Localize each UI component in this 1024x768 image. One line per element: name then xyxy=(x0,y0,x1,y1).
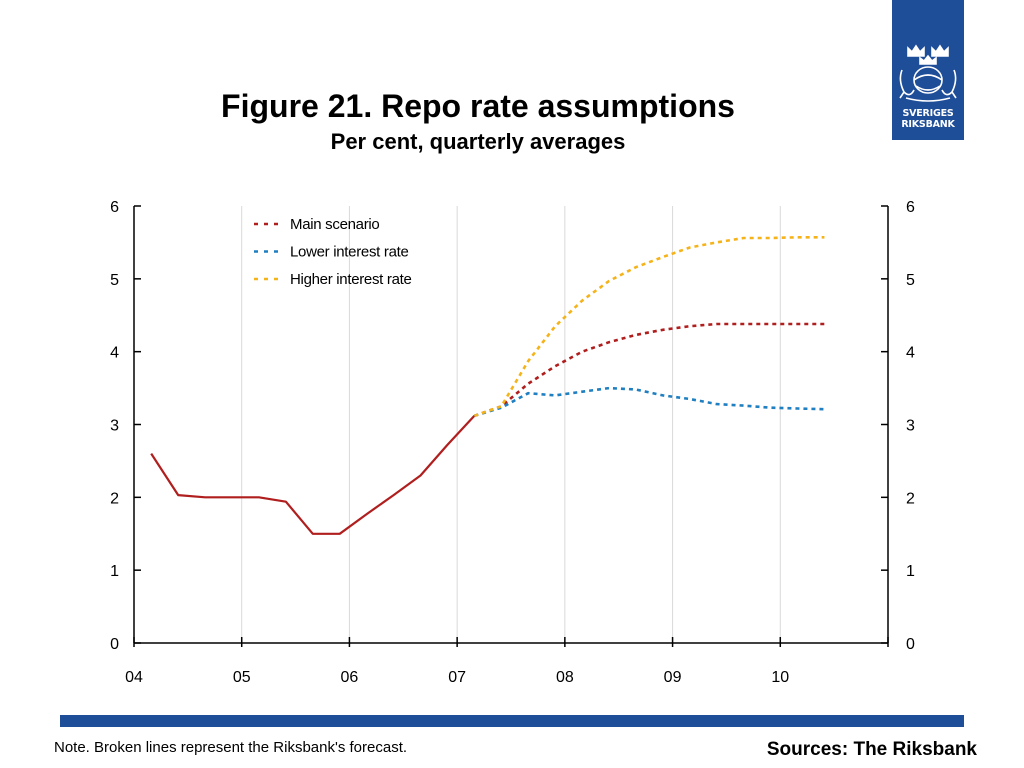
series-line-lower-interest-rate xyxy=(474,386,825,418)
y-tick-label-left: 0 xyxy=(110,636,119,653)
y-tick-label-left: 2 xyxy=(110,490,119,507)
y-tick-label-left: 4 xyxy=(110,345,119,362)
series-line-higher-interest-rate xyxy=(473,236,825,418)
y-tick-label-right: 4 xyxy=(906,345,915,362)
y-tick-label-right: 3 xyxy=(906,418,915,435)
x-tick-label: 08 xyxy=(556,669,574,686)
page-title: Figure 21. Repo rate assumptions xyxy=(221,88,735,124)
x-tick-label: 09 xyxy=(664,669,682,686)
x-tick-label: 10 xyxy=(771,669,789,686)
chart-legend: Main scenario Lower interest rate Higher i… xyxy=(254,216,412,288)
legend-label-main-scenario: Main scenario xyxy=(290,216,379,233)
page-subtitle: Per cent, quarterly averages xyxy=(330,129,626,154)
crowned-lions-icon xyxy=(899,44,957,102)
y-tick-label-right: 2 xyxy=(906,490,915,507)
legend-label-higher-interest-rate: Higher interest rate xyxy=(290,271,412,288)
footer-divider-bar xyxy=(60,715,964,727)
chart-series xyxy=(150,236,825,535)
series-line-outcome xyxy=(150,415,476,535)
x-tick-label: 05 xyxy=(233,669,251,686)
logo-line1: SVERIGES xyxy=(902,108,954,119)
y-tick-label-left: 3 xyxy=(110,418,119,435)
y-tick-label-right: 5 xyxy=(906,272,915,289)
logo-wordmark: SVERIGES RIKSBANK xyxy=(892,108,964,130)
x-tick-label: 07 xyxy=(448,669,466,686)
footnote: Note. Broken lines represent the Riksban… xyxy=(54,739,408,756)
y-tick-label-left: 5 xyxy=(110,272,119,289)
y-tick-label-left: 6 xyxy=(110,199,119,216)
y-tick-label-right: 1 xyxy=(906,563,915,580)
sources-credit: Sources: The Riksbank xyxy=(766,739,977,760)
series-line-main-scenario xyxy=(473,322,825,418)
logo-line2: RIKSBANK xyxy=(901,119,955,130)
y-tick-label-right: 0 xyxy=(906,636,915,653)
riksbank-logo: SVERIGES RIKSBANK xyxy=(892,0,964,140)
x-tick-label: 06 xyxy=(341,669,359,686)
y-tick-label-right: 6 xyxy=(906,199,915,216)
repo-rate-chart: 0 0 1 1 2 2 3 3 4 4 5 5 6 6 04 05 06 07 08 09 10 Main scenar… xyxy=(110,199,915,686)
x-tick-label: 04 xyxy=(125,669,143,686)
legend-label-lower-interest-rate: Lower interest rate xyxy=(290,244,409,261)
chart-axes: 0 0 1 1 2 2 3 3 4 4 5 5 6 6 04 05 06 07 08 09 10 xyxy=(110,199,915,686)
y-tick-label-left: 1 xyxy=(110,563,119,580)
chart-grid xyxy=(241,206,781,643)
